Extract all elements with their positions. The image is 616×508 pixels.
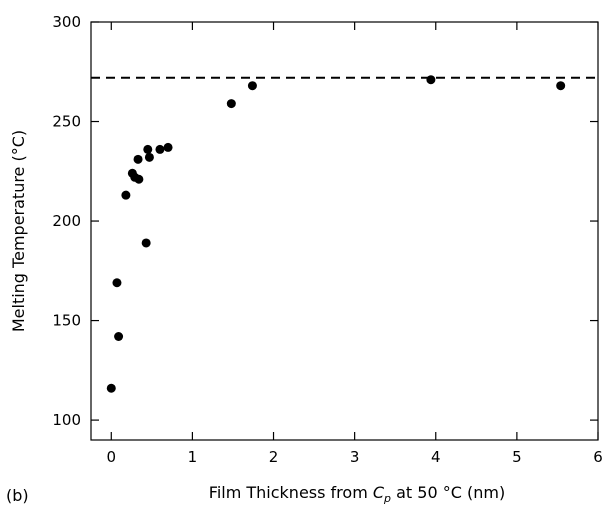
data-points — [106, 75, 566, 393]
x-tick-label: 5 — [512, 448, 522, 466]
x-axis-label-subscript: p — [383, 492, 391, 505]
data-point — [134, 174, 144, 184]
y-tick-label: 100 — [52, 411, 81, 429]
plot-frame — [90, 21, 599, 441]
data-point — [556, 81, 566, 91]
data-point — [247, 81, 257, 91]
y-axis-label: Melting Temperature (°C) — [9, 130, 28, 332]
x-axis-label-prefix: Film Thickness from — [209, 483, 373, 502]
x-tick-label: 1 — [188, 448, 198, 466]
x-tick-label: 2 — [269, 448, 279, 466]
x-tick-label: 6 — [593, 448, 603, 466]
x-tick-label: 4 — [431, 448, 441, 466]
x-axis-label-variable: C — [373, 483, 385, 502]
data-point — [121, 190, 131, 200]
x-axis-label-suffix: at 50 °C (nm) — [391, 483, 505, 502]
panel-label: (b) — [6, 486, 29, 505]
x-tick-label: 0 — [107, 448, 117, 466]
y-tick-label: 150 — [52, 312, 81, 330]
y-tick-label: 250 — [52, 113, 81, 131]
data-point — [112, 278, 122, 288]
y-tick-label: 200 — [52, 212, 81, 230]
data-point — [426, 75, 436, 85]
data-point — [106, 383, 116, 393]
axis-ticks: 0 1 2 3 4 5 6 100 150 200 250 300 — [52, 13, 602, 466]
x-axis-label: Film Thickness from Cp at 50 °C (nm) — [209, 483, 505, 505]
x-tick-label: 3 — [350, 448, 360, 466]
data-point — [144, 152, 154, 162]
data-point — [143, 144, 153, 154]
data-point — [133, 154, 143, 164]
data-point — [141, 238, 151, 248]
data-point — [226, 99, 236, 109]
data-point — [155, 144, 165, 154]
data-point — [163, 142, 173, 152]
y-tick-label: 300 — [52, 13, 81, 31]
data-point — [114, 331, 124, 341]
